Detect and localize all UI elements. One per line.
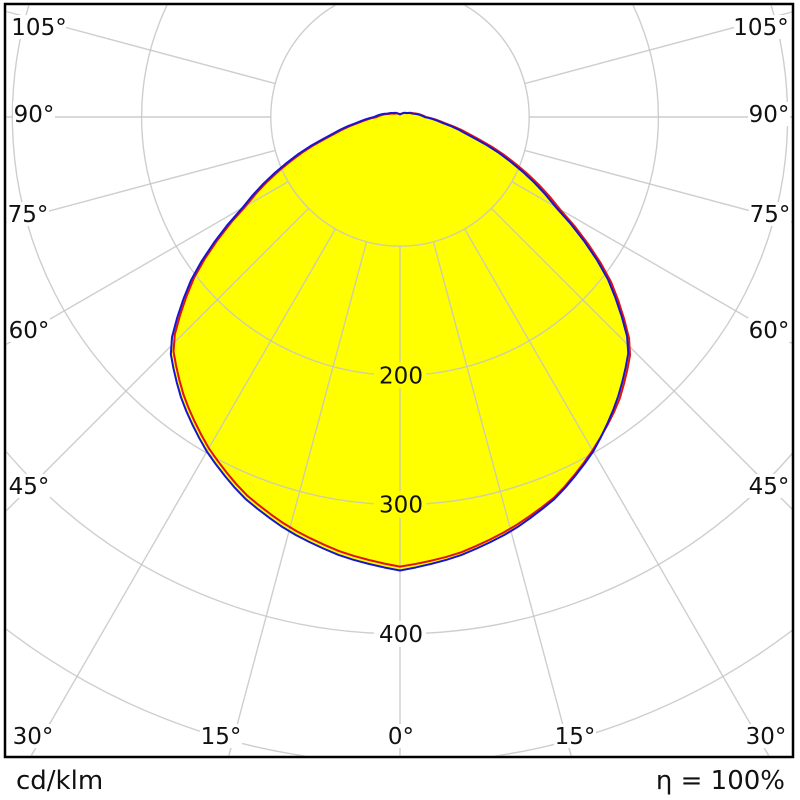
angle-label-left-75°: 75° <box>8 202 49 228</box>
angle-label-bg-left-75° <box>7 202 49 226</box>
angle-label-left-60°: 60° <box>9 318 50 344</box>
angle-label-bg-right-75° <box>749 202 791 226</box>
angle-label-bg-bottom-1-15° <box>200 724 242 748</box>
angle-label-bottom-0-30°: 30° <box>13 724 54 750</box>
radial-tick-label-300: 300 <box>379 493 423 519</box>
angle-label-bottom-2-0°: 0° <box>388 724 414 750</box>
grid-ray-30 <box>463 228 770 756</box>
angle-label-bg-bottom-4-30° <box>745 724 787 748</box>
grid-ray-15 <box>228 241 368 756</box>
angle-label-right-75°: 75° <box>750 202 791 228</box>
intensity-fill-layer <box>170 112 631 571</box>
angle-label-layer: 105° 90° 75° 60° 45° 105° 90° 75° 60° 45° 30° 15° 0°… <box>7 15 791 750</box>
angle-label-bottom-1-15°: 15° <box>201 724 242 750</box>
angle-label-bg-bottom-3-15° <box>554 724 596 748</box>
grid-ray-60 <box>511 180 793 345</box>
angle-label-left-45°: 45° <box>9 474 50 500</box>
angle-label-bg-bottom-0-30° <box>12 724 54 748</box>
angle-label-right-45°: 45° <box>749 474 790 500</box>
plot-frame <box>3 2 795 759</box>
angle-label-right-60°: 60° <box>749 318 790 344</box>
radial-label-bg-300 <box>374 491 426 518</box>
angle-label-bg-right-60° <box>748 318 790 342</box>
angle-label-bg-right-105° <box>734 15 788 39</box>
angle-label-bg-left-45° <box>8 474 50 498</box>
radial-tick-label-400: 400 <box>379 622 423 648</box>
grid-ray-105 <box>6 10 276 85</box>
radial-label-bg-400 <box>374 620 426 647</box>
radial-label-layer: 200 300 400 <box>374 362 426 648</box>
angle-label-bottom-3-15°: 15° <box>555 724 596 750</box>
angle-label-left-105°: 105° <box>11 15 66 41</box>
angle-label-bg-right-90° <box>748 102 790 126</box>
grid-ray-105 <box>524 11 793 85</box>
grid-ray-30 <box>30 228 337 756</box>
angle-label-bg-left-105° <box>12 15 66 39</box>
angle-label-left-90°: 90° <box>14 102 55 128</box>
grid-ray-45 <box>490 207 793 511</box>
efficiency-label: η = 100% <box>656 766 785 796</box>
angle-label-right-105°: 105° <box>733 15 788 41</box>
grid-ray-75 <box>524 149 793 223</box>
intensity-curve-layer <box>169 111 632 572</box>
angle-label-bg-left-60° <box>8 318 50 342</box>
grid-ray-60 <box>6 180 289 345</box>
grid-ray-15 <box>432 241 572 756</box>
unit-label: cd/klm <box>16 766 103 796</box>
angle-label-right-90°: 90° <box>749 102 790 128</box>
angle-label-bg-bottom-2-0° <box>386 724 416 748</box>
grid-ray-75 <box>6 149 276 224</box>
c-plane-curve-blue <box>169 111 630 572</box>
angle-label-bg-right-45° <box>748 474 790 498</box>
radial-label-bg-200 <box>374 362 426 389</box>
grid-ray-45 <box>6 207 310 512</box>
radial-tick-label-200: 200 <box>379 363 423 389</box>
angle-label-bg-left-90° <box>13 102 55 126</box>
angle-label-bottom-4-30°: 30° <box>746 724 787 750</box>
